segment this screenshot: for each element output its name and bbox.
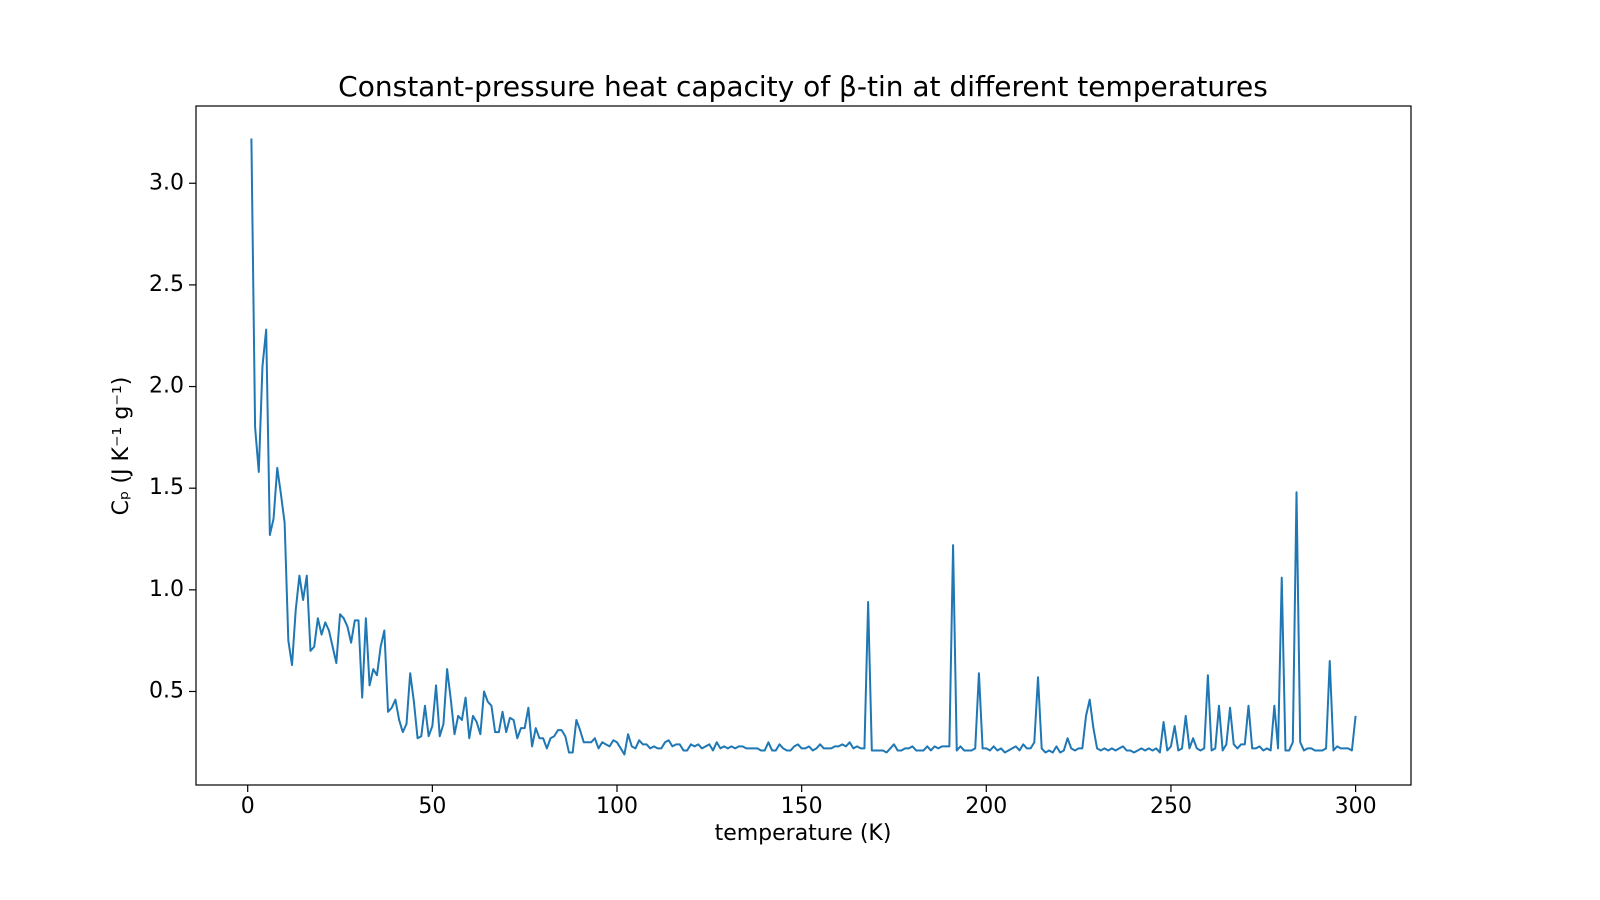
y-tick-label: 0.5: [149, 678, 184, 703]
chart-title: Constant-pressure heat capacity of β-tin…: [338, 70, 1268, 103]
y-tick-label: 3.0: [149, 170, 184, 195]
y-axis-label: Cₚ (J K⁻¹ g⁻¹): [109, 377, 134, 516]
plot-frame: [195, 105, 1412, 786]
y-tick-label: 1.5: [149, 475, 184, 500]
x-tick-label: 300: [1335, 794, 1377, 819]
x-tick-label: 200: [965, 794, 1007, 819]
x-tick-label: 250: [1150, 794, 1192, 819]
y-tick-label: 2.0: [149, 374, 184, 399]
y-tick-label: 1.0: [149, 577, 184, 602]
x-tick-label: 100: [596, 794, 638, 819]
x-tick-label: 50: [418, 794, 446, 819]
y-tick-label: 2.5: [149, 272, 184, 297]
x-tick-label: 150: [781, 794, 823, 819]
x-tick-label: 0: [241, 794, 255, 819]
x-axis-label: temperature (K): [715, 821, 892, 846]
data-line: [250, 138, 1357, 756]
